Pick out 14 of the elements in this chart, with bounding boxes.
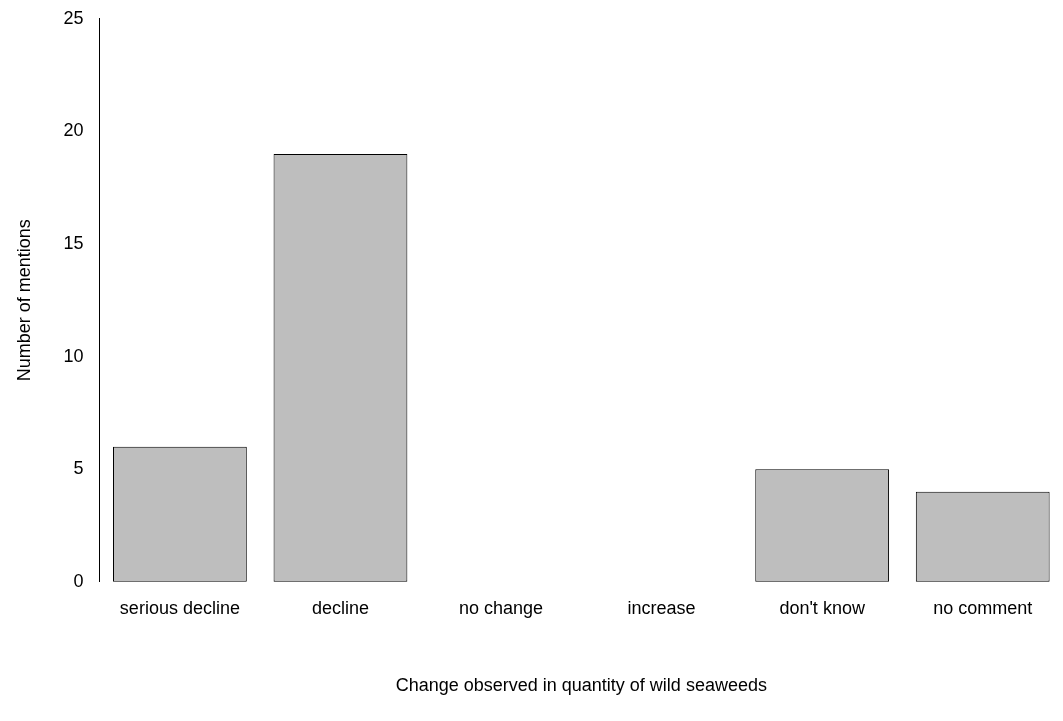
x-tick-label: no change	[458, 597, 544, 618]
x-tick-label: increase	[627, 597, 696, 618]
y-tick-label: 20	[63, 120, 84, 141]
y-tick-label: 25	[63, 7, 84, 28]
y-axis-title: Number of mentions	[13, 219, 34, 382]
y-tick-label: 15	[63, 232, 84, 253]
x-tick-label: decline	[311, 597, 369, 618]
y-tick-label: 0	[73, 570, 84, 591]
x-tick-label: no comment	[933, 597, 1033, 618]
y-tick-label: 10	[63, 345, 84, 366]
x-tick-label: don't know	[779, 597, 866, 618]
y-tick-label: 5	[73, 458, 84, 479]
x-tick-label: serious decline	[119, 597, 240, 618]
x-axis-title: Change observed in quantity of wild seaweeds	[395, 675, 767, 696]
